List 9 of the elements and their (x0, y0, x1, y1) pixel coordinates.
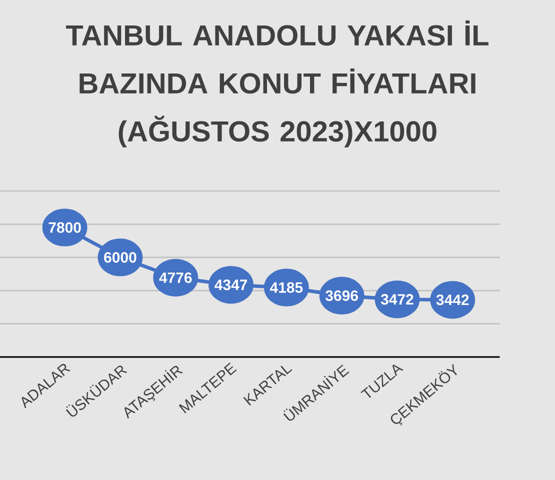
data-label: 3696 (325, 290, 358, 301)
data-label: 4347 (214, 280, 248, 290)
data-label: 6000 (104, 252, 136, 263)
data-label: 3472 (380, 294, 414, 305)
chart-title: TANBUL ANADOLU YAKASI İL BAZINDA KONUT FİYATLARI (AĞUSTOS 2023)X1000 (66, 20, 488, 148)
data-label: 7800 (48, 222, 81, 233)
data-label: 4776 (159, 272, 192, 284)
data-label: 4185 (270, 282, 303, 293)
data-label: 3442 (436, 294, 469, 306)
